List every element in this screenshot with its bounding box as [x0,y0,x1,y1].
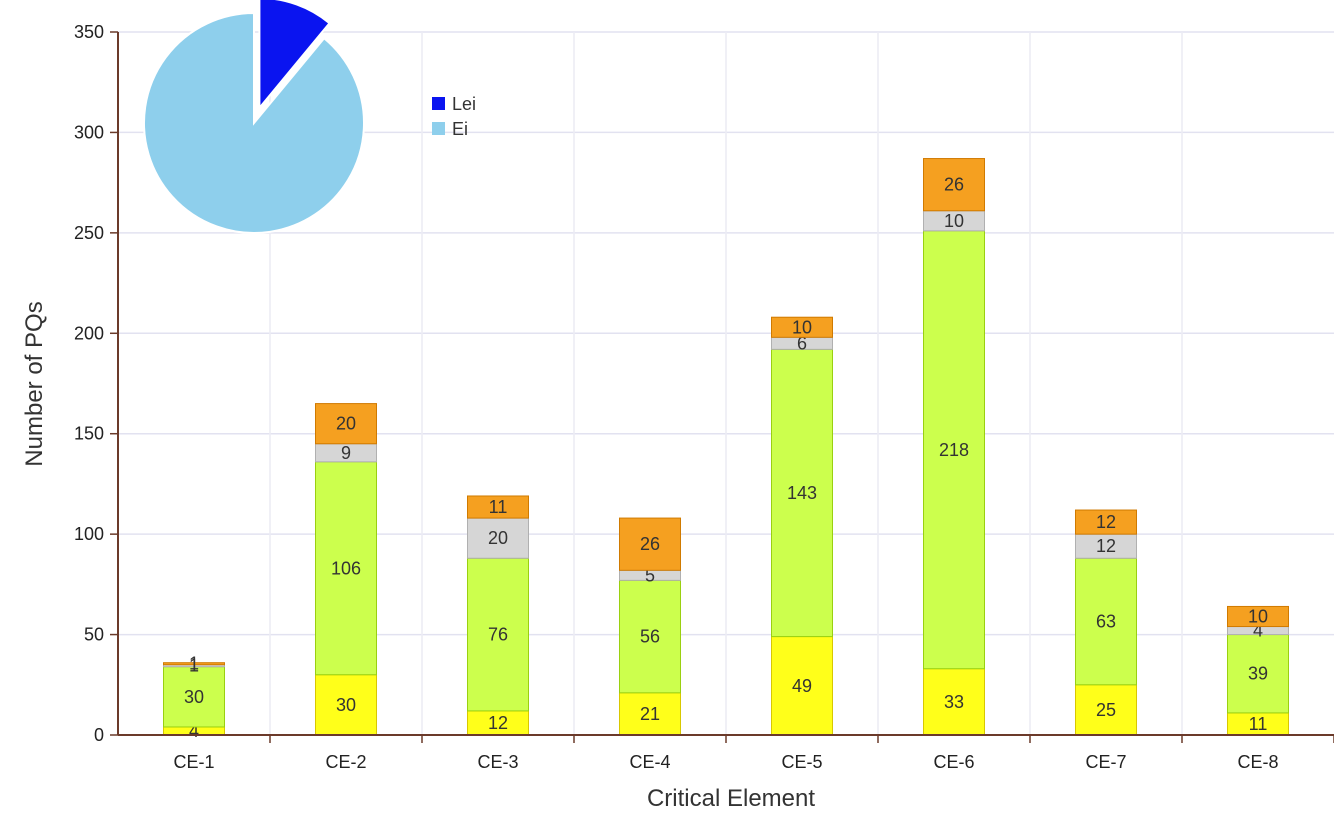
bar-stacks: 4301130106920127620112156526491436103321… [163,158,1289,741]
bar-value-label: 9 [341,443,351,463]
bar-value-label: 21 [640,704,660,724]
y-tick-label: 300 [74,122,104,142]
x-tick-label: CE-3 [477,752,518,772]
bar-segment [1075,509,1137,535]
bar-value-label: 10 [944,211,964,231]
x-tick-label: CE-8 [1237,752,1278,772]
bar-value-label: 20 [336,414,356,434]
x-tick-label: CE-4 [629,752,670,772]
bar-segment [163,666,225,728]
bar-segment [163,662,225,666]
bar-value-label: 12 [1096,512,1116,532]
bar-segment [771,348,833,638]
bar-value-label: 56 [640,627,660,647]
x-axis-title: Critical Element [647,785,815,812]
pie-slice [143,11,365,234]
bar-segment [619,579,681,694]
legend-swatch [432,97,445,110]
bar-value-label: 20 [488,528,508,548]
bar-value-label: 25 [1096,700,1116,720]
bar-segment [467,710,529,736]
bar-value-label: 11 [1249,714,1268,734]
bar-value-label: 11 [489,497,508,517]
bar-value-label: 26 [944,175,964,195]
bar-value-label: 33 [944,692,964,712]
bar-segment [1075,557,1137,686]
bar-segment [1227,634,1289,714]
bar-value-label: 30 [336,695,356,715]
bar-segment [1075,684,1137,736]
bar-value-label: 30 [184,687,204,707]
legend-label: Lei [452,94,476,114]
bar-value-label: 10 [792,317,812,337]
bar-value-label: 143 [787,483,817,503]
bar-value-label: 6 [797,333,807,353]
bar-value-label: 39 [1248,664,1268,684]
bar-segment [1227,605,1289,628]
x-tick-labels: CE-1 CE-2 CE-3 CE-4 CE-5 CE-6 CE-7 CE-8 [173,735,1334,772]
bar-value-label: 10 [1248,606,1268,626]
x-tick-label: CE-7 [1085,752,1126,772]
x-tick-label: CE-5 [781,752,822,772]
y-tick-label: 350 [74,22,104,42]
y-tick-label: 200 [74,323,104,343]
bar-value-label: 106 [331,558,361,578]
legend-label: Ei [452,119,468,139]
bar-value-label: 26 [640,534,660,554]
bar-value-label: 76 [488,625,508,645]
bar-value-label: 4 [1253,621,1263,641]
bar-segment [315,461,377,676]
bar-segment [771,636,833,736]
legend-swatch [432,122,445,135]
bar-value-label: 218 [939,440,969,460]
bar-value-label: 5 [645,565,655,585]
bar-segment [923,158,985,212]
y-tick-labels: 0 50 100 150 200 250 300 350 [74,22,118,745]
bar-value-label: 12 [488,713,508,733]
bar-segment [467,557,529,712]
bar-segment [771,316,833,338]
bar-segment [619,692,681,736]
y-axis-title: Number of PQs [21,301,48,466]
y-tick-label: 100 [74,524,104,544]
bar-value-label: 12 [1096,536,1116,556]
bar-value-label: 63 [1096,612,1116,632]
y-tick-label: 50 [84,625,104,645]
bar-segment [923,230,985,670]
pie-legend: Lei Ei [432,94,476,139]
pie-chart [143,0,365,234]
pie-slice [258,0,331,111]
x-tick-label: CE-1 [173,752,214,772]
y-tick-label: 150 [74,424,104,444]
bar-value-label: 1 [189,656,199,676]
bar-value-label: 1 [189,654,199,674]
y-tick-label: 0 [94,725,104,745]
bar-segment [315,403,377,445]
x-tick-label: CE-2 [325,752,366,772]
x-tick-label: CE-6 [933,752,974,772]
bar-segment [923,668,985,736]
bar-value-label: 49 [792,676,812,696]
bar-segment [467,495,529,519]
y-tick-label: 250 [74,223,104,243]
bar-value-label: 4 [189,721,199,741]
bar-segment [619,517,681,571]
